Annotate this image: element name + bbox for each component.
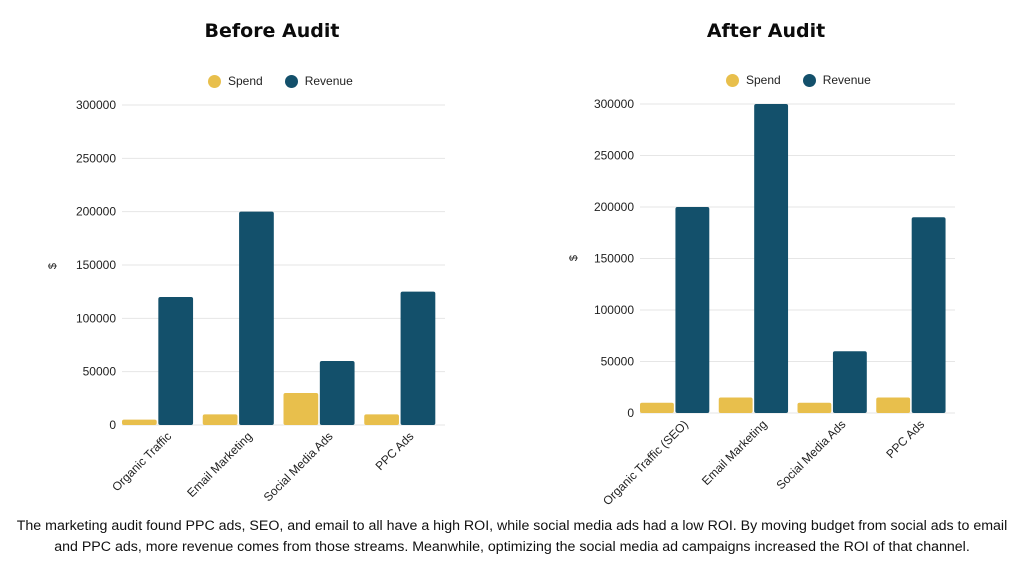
bar-spend-3 [283, 393, 319, 425]
bar-revenue-1 [158, 297, 194, 425]
y-tick-label: 150000 [76, 258, 116, 272]
y-tick-label: 200000 [76, 205, 116, 219]
y-tick-label: 100000 [594, 303, 634, 317]
y-tick-label: 50000 [601, 355, 635, 369]
y-tick-label: 150000 [594, 252, 634, 266]
legend-label-spend: Spend [228, 74, 263, 88]
y-tick-label: 0 [627, 406, 634, 420]
bar-spend-2 [718, 397, 753, 413]
legend-swatch-spend [726, 73, 739, 87]
legend-entry-revenue: Revenue [802, 73, 871, 87]
bar-revenue-4 [400, 291, 436, 425]
y-tick-label: 100000 [76, 311, 116, 325]
legend-swatch-revenue [802, 73, 816, 87]
legend-label-spend: Spend [746, 73, 781, 87]
bar-spend-1 [122, 419, 157, 425]
bar-revenue-3 [319, 361, 355, 425]
y-tick-label: 300000 [76, 98, 116, 112]
y-axis-label: $ [568, 255, 580, 261]
chart-title-before: Before Audit [204, 20, 340, 42]
bar-spend-1 [640, 402, 674, 413]
legend-after: Spend Revenue [726, 73, 893, 87]
y-tick-label: 200000 [594, 200, 634, 214]
bar-revenue-3 [832, 351, 867, 413]
y-tick-label: 250000 [594, 149, 634, 163]
y-tick-label: 0 [109, 418, 116, 432]
legend-entry-spend: Spend [208, 74, 263, 88]
chart-before: 0 50000 100000 150000 200000 250000 300000 $ Org… [47, 98, 445, 504]
legend-before: Spend Revenue [208, 74, 375, 88]
y-tick-label: 250000 [76, 151, 116, 165]
chart-after: 0 50000 100000 150000 200000 250000 300000 $ Org… [568, 97, 955, 508]
x-tick-label: Social Media Ads [261, 429, 336, 504]
legend-label-revenue: Revenue [822, 73, 871, 87]
chart-title-after: After Audit [706, 20, 826, 42]
y-tick-label: 50000 [83, 365, 117, 379]
bar-spend-4 [876, 397, 911, 413]
bar-spend-3 [797, 402, 832, 413]
legend-swatch-spend [208, 74, 221, 88]
bar-spend-4 [364, 414, 399, 425]
bar-revenue-1 [675, 207, 710, 413]
x-tick-label: Social Media Ads [773, 417, 848, 492]
y-axis-label: $ [47, 263, 59, 269]
x-tick-label: Organic Traffic [109, 429, 174, 494]
x-tick-label: PPC Ads [883, 417, 927, 461]
legend-entry-spend: Spend [726, 73, 781, 87]
bar-spend-2 [202, 414, 238, 425]
x-tick-label: PPC Ads [373, 429, 417, 473]
legend-swatch-revenue [284, 74, 298, 88]
x-tick-label: Email Marketing [699, 417, 770, 488]
y-tick-label: 300000 [594, 97, 634, 111]
bar-revenue-4 [911, 217, 946, 413]
caption-text: The marketing audit found PPC ads, SEO, … [16, 518, 1008, 555]
legend-entry-revenue: Revenue [284, 74, 353, 88]
bar-revenue-2 [754, 104, 789, 413]
bar-revenue-2 [239, 211, 274, 425]
x-tick-label: Email Marketing [184, 429, 255, 500]
legend-label-revenue: Revenue [304, 74, 353, 88]
x-tick-label: Organic Traffic (SEO) [600, 417, 691, 508]
